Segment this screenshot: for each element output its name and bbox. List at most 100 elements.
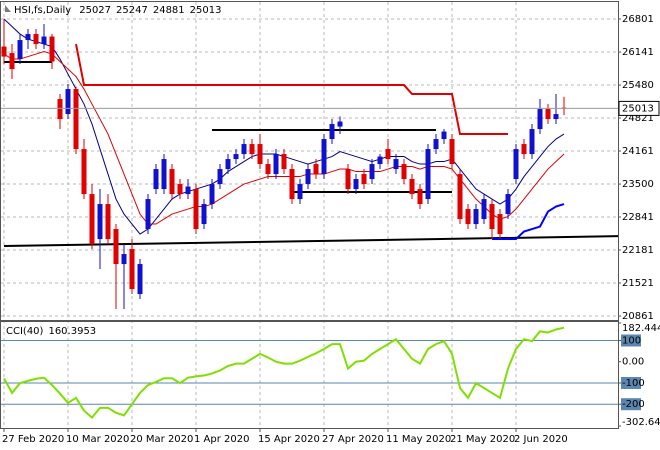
candle-body (49, 36, 55, 62)
y-tick-label: 20861 (622, 311, 654, 322)
x-tick-label: 10 Mar 2020 (66, 434, 129, 445)
candle-body (193, 189, 199, 230)
chart-title: HSI,fs,Daily 25027 25247 24881 25013 (14, 5, 221, 16)
candle-body (241, 144, 247, 155)
main-frame (0, 1, 619, 321)
candle-body (513, 149, 519, 180)
candle-body (257, 144, 263, 165)
candle-body (497, 214, 503, 235)
candle-body (121, 254, 127, 265)
y-tick-label: -302.646 (622, 417, 660, 428)
cci-title: CCI(40) 160.3953 (6, 326, 96, 337)
candle-body (377, 156, 383, 165)
candle-body (393, 159, 399, 170)
candle-body (225, 159, 231, 170)
y-tick-label: 23500 (622, 179, 654, 190)
title-high: 25247 (116, 5, 148, 16)
title-icon (5, 5, 11, 12)
indicator-line (492, 203, 565, 241)
x-tick-label: 15 Apr 2020 (258, 434, 320, 445)
indicator-line (3, 51, 565, 225)
y-tick-label: -100 (622, 378, 645, 389)
y-tick-label: 22181 (622, 245, 654, 256)
title-close: 25013 (190, 5, 222, 16)
candle-body (505, 194, 511, 215)
price-label-box (618, 100, 660, 116)
candle-body (481, 199, 487, 220)
x-tick-label: 11 May 2020 (386, 434, 451, 445)
level-label-box (621, 334, 641, 347)
y-tick-label: 22841 (622, 212, 654, 223)
candle-body (177, 184, 183, 195)
candle-body (41, 36, 47, 45)
candle-body (273, 154, 279, 175)
candle-body (137, 264, 143, 295)
candle-body (473, 209, 479, 225)
candle-body (265, 164, 271, 175)
candle-body (545, 109, 551, 120)
candle-body (97, 204, 103, 240)
y-tick-label: -200 (622, 399, 645, 410)
candle-body (457, 174, 463, 220)
candle-body (249, 144, 255, 155)
y-tick-label: 182.4449 (622, 323, 660, 334)
candle-body (409, 179, 415, 195)
candle-body (353, 179, 359, 190)
x-tick-label: 21 May 2020 (450, 434, 515, 445)
candle-body (369, 164, 375, 180)
candle-body (233, 154, 239, 160)
candle-body (73, 89, 79, 150)
cci-value: 160.3953 (48, 326, 96, 337)
y-tick-label: 21521 (622, 278, 654, 289)
cci-name: CCI(40) (6, 326, 44, 337)
candle-body (17, 40, 23, 60)
candle-body (281, 154, 287, 170)
candle-body (449, 139, 455, 165)
candle-body (65, 89, 71, 115)
candle-body (465, 209, 471, 225)
candle-body (217, 169, 223, 185)
y-tick-label: 24821 (622, 113, 654, 124)
candle-body (169, 169, 175, 195)
candle-body (25, 34, 31, 41)
cci-frame (0, 321, 619, 429)
candle-body (9, 53, 15, 70)
y-tick-label: 25480 (622, 80, 654, 91)
candle-body (113, 229, 119, 265)
candle-body (89, 194, 95, 245)
candle-body (489, 204, 495, 230)
y-tick-label: 26801 (622, 14, 654, 25)
candle-body (1, 46, 7, 57)
candle-body (425, 149, 431, 200)
candle-body (345, 169, 351, 190)
cci-line (3, 326, 565, 420)
candle-body (521, 144, 527, 155)
x-tick-label: 20 Mar 2020 (130, 434, 193, 445)
candle-body (321, 139, 327, 175)
candle-body (537, 109, 543, 130)
y-tick-label: 100 (622, 336, 641, 347)
candle-body (337, 121, 343, 127)
candle-body (417, 189, 423, 205)
candle-body (329, 124, 335, 140)
level-label-box (621, 398, 641, 411)
title-symbol: HSI,fs,Daily (14, 5, 71, 16)
candle-body (201, 204, 207, 225)
title-open: 25027 (79, 5, 111, 16)
x-tick-label: 27 Feb 2020 (2, 434, 64, 445)
candle-body (153, 169, 159, 190)
candle-body (145, 199, 151, 230)
x-tick-label: 1 Apr 2020 (194, 434, 249, 445)
candle-body (289, 169, 295, 200)
candle-body (185, 186, 191, 195)
y-tick-label: 26141 (622, 47, 654, 58)
candle-body (57, 99, 63, 120)
x-tick-label: 27 Apr 2020 (322, 434, 384, 445)
candle-body (385, 149, 391, 160)
candle-body (401, 164, 407, 180)
candle-body (129, 249, 135, 290)
candle-body (529, 129, 535, 155)
y-tick-label: 0.00 (622, 357, 644, 368)
candle-body (361, 174, 367, 185)
price-label: 25013 (622, 103, 654, 114)
